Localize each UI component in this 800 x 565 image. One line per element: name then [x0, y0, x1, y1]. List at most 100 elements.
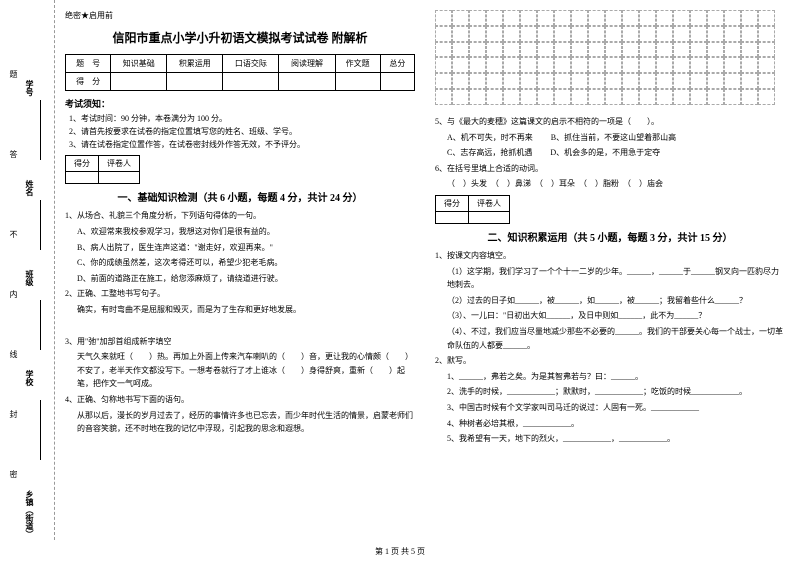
grid-cell[interactable] — [537, 73, 554, 89]
grid-cell[interactable] — [673, 10, 690, 26]
grid-cell[interactable] — [469, 42, 486, 58]
grid-cell[interactable] — [724, 26, 741, 42]
score-cell[interactable] — [380, 73, 414, 91]
grid-cell[interactable] — [452, 42, 469, 58]
grid-cell[interactable] — [741, 26, 758, 42]
grid-cell[interactable] — [520, 26, 537, 42]
grid-cell[interactable] — [673, 73, 690, 89]
grid-cell[interactable] — [707, 89, 724, 105]
grid-cell[interactable] — [452, 57, 469, 73]
score-cell[interactable] — [223, 73, 279, 91]
grid-cell[interactable] — [452, 10, 469, 26]
grid-cell[interactable] — [622, 10, 639, 26]
grid-cell[interactable] — [758, 73, 775, 89]
grid-cell[interactable] — [605, 73, 622, 89]
grid-cell[interactable] — [588, 42, 605, 58]
grid-cell[interactable] — [656, 10, 673, 26]
grid-cell[interactable] — [673, 57, 690, 73]
grid-cell[interactable] — [520, 73, 537, 89]
grid-cell[interactable] — [622, 57, 639, 73]
grid-cell[interactable] — [724, 57, 741, 73]
grid-cell[interactable] — [503, 26, 520, 42]
grid-cell[interactable] — [452, 73, 469, 89]
grid-cell[interactable] — [741, 57, 758, 73]
grid-cell[interactable] — [690, 10, 707, 26]
grid-cell[interactable] — [537, 10, 554, 26]
grid-cell[interactable] — [758, 26, 775, 42]
grid-cell[interactable] — [571, 89, 588, 105]
grid-cell[interactable] — [486, 10, 503, 26]
grid-cell[interactable] — [622, 73, 639, 89]
grid-cell[interactable] — [503, 73, 520, 89]
grid-cell[interactable] — [554, 73, 571, 89]
mini-grader-cell[interactable] — [99, 172, 140, 184]
grid-cell[interactable] — [724, 42, 741, 58]
mini-score-cell[interactable] — [436, 211, 469, 223]
grid-cell[interactable] — [724, 89, 741, 105]
grid-cell[interactable] — [673, 26, 690, 42]
grid-cell[interactable] — [554, 26, 571, 42]
grid-cell[interactable] — [690, 42, 707, 58]
grid-cell[interactable] — [673, 89, 690, 105]
grid-cell[interactable] — [605, 57, 622, 73]
grid-cell[interactable] — [639, 73, 656, 89]
score-cell[interactable] — [167, 73, 223, 91]
grid-cell[interactable] — [520, 42, 537, 58]
grid-cell[interactable] — [520, 89, 537, 105]
grid-cell[interactable] — [656, 89, 673, 105]
grid-cell[interactable] — [469, 26, 486, 42]
grid-cell[interactable] — [435, 57, 452, 73]
score-cell[interactable] — [111, 73, 167, 91]
mini-grader-cell[interactable] — [469, 211, 510, 223]
grid-cell[interactable] — [435, 10, 452, 26]
grid-cell[interactable] — [588, 26, 605, 42]
grid-cell[interactable] — [622, 89, 639, 105]
grid-cell[interactable] — [758, 57, 775, 73]
grid-cell[interactable] — [707, 26, 724, 42]
grid-cell[interactable] — [605, 26, 622, 42]
grid-cell[interactable] — [537, 89, 554, 105]
grid-cell[interactable] — [758, 42, 775, 58]
grid-cell[interactable] — [605, 10, 622, 26]
grid-cell[interactable] — [469, 89, 486, 105]
grid-cell[interactable] — [707, 73, 724, 89]
grid-cell[interactable] — [554, 57, 571, 73]
grid-cell[interactable] — [741, 10, 758, 26]
grid-cell[interactable] — [537, 42, 554, 58]
grid-cell[interactable] — [452, 89, 469, 105]
grid-cell[interactable] — [571, 57, 588, 73]
grid-cell[interactable] — [469, 73, 486, 89]
grid-cell[interactable] — [571, 42, 588, 58]
grid-cell[interactable] — [554, 10, 571, 26]
grid-cell[interactable] — [656, 26, 673, 42]
grid-cell[interactable] — [707, 57, 724, 73]
grid-cell[interactable] — [469, 10, 486, 26]
grid-cell[interactable] — [656, 73, 673, 89]
grid-cell[interactable] — [520, 57, 537, 73]
grid-cell[interactable] — [571, 73, 588, 89]
grid-cell[interactable] — [673, 42, 690, 58]
grid-cell[interactable] — [724, 10, 741, 26]
grid-cell[interactable] — [741, 42, 758, 58]
grid-cell[interactable] — [639, 42, 656, 58]
grid-cell[interactable] — [503, 42, 520, 58]
writing-grid[interactable] — [435, 10, 775, 105]
grid-cell[interactable] — [486, 73, 503, 89]
grid-cell[interactable] — [741, 89, 758, 105]
grid-cell[interactable] — [435, 42, 452, 58]
grid-cell[interactable] — [707, 10, 724, 26]
grid-cell[interactable] — [486, 42, 503, 58]
grid-cell[interactable] — [554, 42, 571, 58]
score-cell[interactable] — [279, 73, 335, 91]
grid-cell[interactable] — [503, 10, 520, 26]
grid-cell[interactable] — [639, 10, 656, 26]
grid-cell[interactable] — [537, 57, 554, 73]
grid-cell[interactable] — [486, 26, 503, 42]
grid-cell[interactable] — [435, 89, 452, 105]
grid-cell[interactable] — [758, 10, 775, 26]
grid-cell[interactable] — [639, 89, 656, 105]
grid-cell[interactable] — [690, 73, 707, 89]
grid-cell[interactable] — [435, 73, 452, 89]
grid-cell[interactable] — [639, 57, 656, 73]
grid-cell[interactable] — [571, 26, 588, 42]
